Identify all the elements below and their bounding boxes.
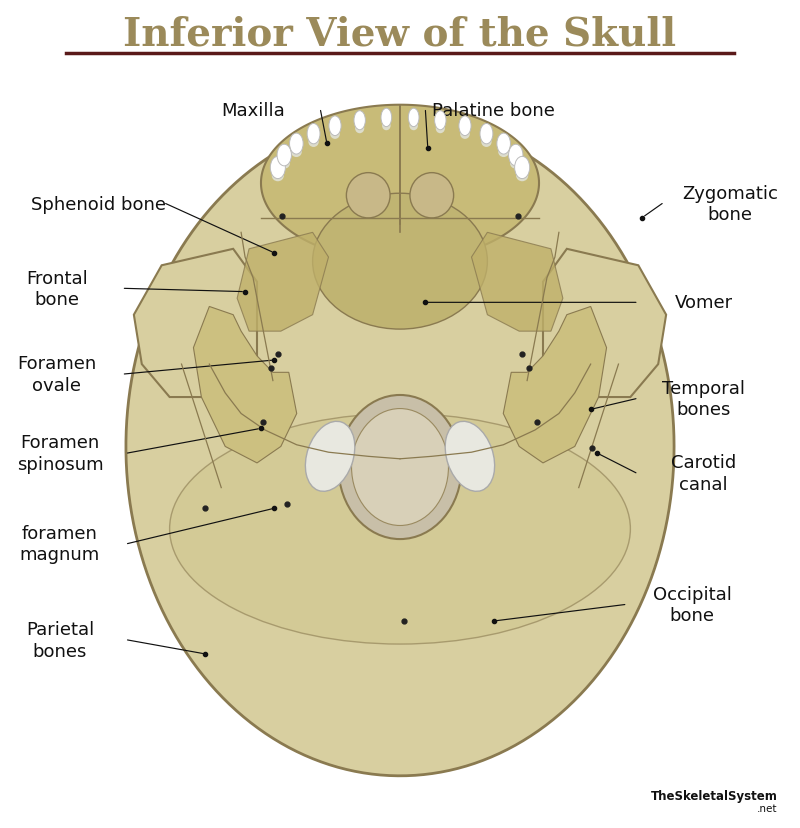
Ellipse shape [354,112,366,131]
Text: Vomer: Vomer [674,294,733,312]
Ellipse shape [497,134,510,155]
Text: foramen
magnum: foramen magnum [20,524,100,564]
Polygon shape [237,233,329,332]
Ellipse shape [290,134,303,155]
Text: Temporal
bones: Temporal bones [662,379,745,419]
Text: TheSkeletalSystem: TheSkeletalSystem [650,789,778,802]
Ellipse shape [170,414,630,644]
Ellipse shape [436,124,445,134]
Ellipse shape [355,124,364,134]
Text: Sphenoid bone: Sphenoid bone [30,195,166,214]
Text: Foramen
spinosum: Foramen spinosum [17,434,103,474]
Text: Parietal
bones: Parietal bones [26,620,94,660]
Text: Occipital
bone: Occipital bone [653,585,732,624]
Text: Palatine bone: Palatine bone [431,103,554,120]
Ellipse shape [410,122,418,131]
Text: Maxilla: Maxilla [221,103,285,120]
Polygon shape [126,118,674,776]
Ellipse shape [498,147,509,158]
Ellipse shape [272,171,284,182]
Ellipse shape [346,173,390,219]
Text: Frontal
bone: Frontal bone [26,269,88,309]
Polygon shape [471,233,563,332]
Ellipse shape [270,157,286,180]
Ellipse shape [278,159,290,170]
Ellipse shape [459,117,471,137]
Polygon shape [503,307,606,464]
Ellipse shape [313,194,487,330]
Ellipse shape [445,421,494,492]
Polygon shape [543,249,666,397]
Text: .net: .net [757,803,778,813]
Text: Carotid
canal: Carotid canal [671,454,736,493]
Text: Inferior View of the Skull: Inferior View of the Skull [123,15,677,53]
Text: Foramen
ovale: Foramen ovale [17,354,97,394]
Ellipse shape [460,130,470,140]
Ellipse shape [381,109,392,128]
Ellipse shape [351,409,449,526]
Ellipse shape [510,159,522,170]
Ellipse shape [482,137,491,147]
Ellipse shape [408,109,419,128]
Ellipse shape [306,421,355,492]
Ellipse shape [382,122,390,131]
Ellipse shape [338,396,462,539]
Ellipse shape [509,145,523,166]
Ellipse shape [516,171,528,182]
Polygon shape [261,106,539,262]
Text: Zygomatic
bone: Zygomatic bone [682,185,778,224]
Polygon shape [194,307,297,464]
Ellipse shape [309,137,318,147]
Polygon shape [134,249,257,397]
Ellipse shape [514,157,530,180]
Ellipse shape [277,145,291,166]
Ellipse shape [329,117,341,137]
Ellipse shape [330,130,340,140]
Ellipse shape [291,147,302,158]
Ellipse shape [307,124,320,145]
Ellipse shape [480,124,493,145]
Ellipse shape [434,112,446,131]
Ellipse shape [410,173,454,219]
